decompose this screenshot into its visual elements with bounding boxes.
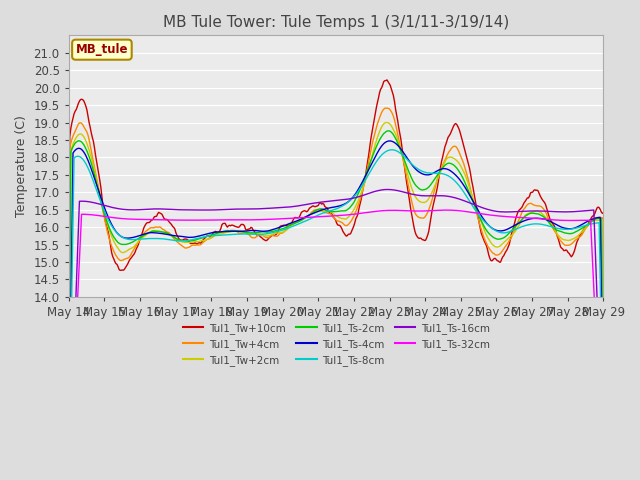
Tul1_Tw+4cm xyxy=(383,105,391,111)
Tul1_Ts-16cm xyxy=(384,187,392,192)
Tul1_Tw+4cm xyxy=(65,359,72,364)
Tul1_Tw+4cm xyxy=(588,217,595,223)
Line: Tul1_Ts-8cm: Tul1_Ts-8cm xyxy=(68,150,604,473)
Line: Tul1_Tw+10cm: Tul1_Tw+10cm xyxy=(68,80,604,463)
Tul1_Tw+10cm xyxy=(319,201,326,206)
Tul1_Tw+2cm xyxy=(504,236,512,241)
Line: Tul1_Tw+2cm: Tul1_Tw+2cm xyxy=(68,122,604,470)
Tul1_Ts-8cm xyxy=(354,189,362,194)
Tul1_Ts-8cm xyxy=(319,210,326,216)
Tul1_Ts-16cm xyxy=(354,194,362,200)
Tul1_Ts-4cm xyxy=(319,207,326,213)
Tul1_Ts-4cm xyxy=(354,187,362,192)
Tul1_Ts-32cm xyxy=(322,214,330,219)
Line: Tul1_Ts-32cm: Tul1_Ts-32cm xyxy=(68,210,604,480)
Tul1_Tw+10cm xyxy=(354,211,362,216)
Tul1_Ts-16cm xyxy=(504,209,512,215)
Tul1_Ts-2cm xyxy=(384,128,392,134)
Tul1_Tw+4cm xyxy=(354,203,362,208)
Legend: Tul1_Tw+10cm, Tul1_Tw+4cm, Tul1_Tw+2cm, Tul1_Ts-2cm, Tul1_Ts-4cm, Tul1_Ts-8cm, T: Tul1_Tw+10cm, Tul1_Tw+4cm, Tul1_Tw+2cm, … xyxy=(179,319,494,370)
Tul1_Ts-2cm xyxy=(383,128,391,134)
Tul1_Tw+10cm xyxy=(383,77,391,83)
Tul1_Ts-8cm xyxy=(588,221,595,227)
Tul1_Ts-32cm xyxy=(383,207,391,213)
Tul1_Ts-4cm xyxy=(504,226,512,232)
Tul1_Ts-4cm xyxy=(387,138,394,144)
Tul1_Tw+4cm xyxy=(600,404,607,410)
Tul1_Ts-16cm xyxy=(600,466,607,471)
Tul1_Ts-16cm xyxy=(588,207,595,213)
Line: Tul1_Ts-4cm: Tul1_Ts-4cm xyxy=(68,141,604,471)
Line: Tul1_Tw+4cm: Tul1_Tw+4cm xyxy=(68,108,604,407)
Tul1_Ts-2cm xyxy=(322,207,330,213)
Tul1_Tw+2cm xyxy=(600,358,607,364)
Tul1_Ts-2cm xyxy=(354,192,362,197)
Tul1_Tw+2cm xyxy=(383,120,391,125)
Tul1_Tw+2cm xyxy=(322,208,330,214)
Tul1_Tw+4cm xyxy=(384,106,392,111)
Tul1_Ts-2cm xyxy=(65,404,72,410)
Tul1_Ts-16cm xyxy=(319,199,326,205)
Tul1_Ts-8cm xyxy=(65,470,72,476)
Tul1_Tw+2cm xyxy=(384,120,392,126)
Tul1_Ts-32cm xyxy=(354,211,362,216)
Tul1_Ts-4cm xyxy=(65,468,72,474)
Tul1_Tw+4cm xyxy=(319,208,326,214)
Text: MB_tule: MB_tule xyxy=(76,43,128,56)
Tul1_Tw+2cm xyxy=(354,198,362,204)
Tul1_Ts-32cm xyxy=(588,240,595,246)
Tul1_Tw+2cm xyxy=(319,208,326,214)
Tul1_Ts-32cm xyxy=(504,214,512,220)
Tul1_Ts-2cm xyxy=(588,218,595,224)
Tul1_Tw+10cm xyxy=(588,215,595,220)
Tul1_Ts-32cm xyxy=(442,207,450,213)
Tul1_Ts-8cm xyxy=(322,209,330,215)
Tul1_Ts-2cm xyxy=(504,231,512,237)
Tul1_Ts-8cm xyxy=(383,148,391,154)
Tul1_Ts-16cm xyxy=(383,187,391,192)
Tul1_Ts-2cm xyxy=(600,443,607,448)
Tul1_Tw+4cm xyxy=(322,210,330,216)
Tul1_Tw+2cm xyxy=(65,467,72,473)
Tul1_Ts-8cm xyxy=(504,229,512,235)
Tul1_Ts-4cm xyxy=(383,139,391,144)
Tul1_Ts-16cm xyxy=(322,199,330,204)
Tul1_Tw+10cm xyxy=(600,210,607,216)
Tul1_Tw+10cm xyxy=(322,204,330,210)
Tul1_Ts-4cm xyxy=(600,428,607,433)
Tul1_Tw+10cm xyxy=(384,79,392,84)
Tul1_Ts-32cm xyxy=(319,214,326,219)
Tul1_Tw+4cm xyxy=(504,240,512,246)
Tul1_Ts-4cm xyxy=(322,206,330,212)
Tul1_Tw+10cm xyxy=(65,460,72,466)
Tul1_Tw+2cm xyxy=(588,218,595,224)
Tul1_Tw+10cm xyxy=(504,244,512,250)
Tul1_Ts-8cm xyxy=(600,445,607,451)
Line: Tul1_Ts-16cm: Tul1_Ts-16cm xyxy=(68,190,604,480)
Line: Tul1_Ts-2cm: Tul1_Ts-2cm xyxy=(68,131,604,445)
Tul1_Ts-8cm xyxy=(388,147,396,153)
Y-axis label: Temperature (C): Temperature (C) xyxy=(15,115,28,217)
Title: MB Tule Tower: Tule Temps 1 (3/1/11-3/19/14): MB Tule Tower: Tule Temps 1 (3/1/11-3/19… xyxy=(163,15,509,30)
Tul1_Ts-2cm xyxy=(319,206,326,212)
Tul1_Ts-4cm xyxy=(588,216,595,222)
